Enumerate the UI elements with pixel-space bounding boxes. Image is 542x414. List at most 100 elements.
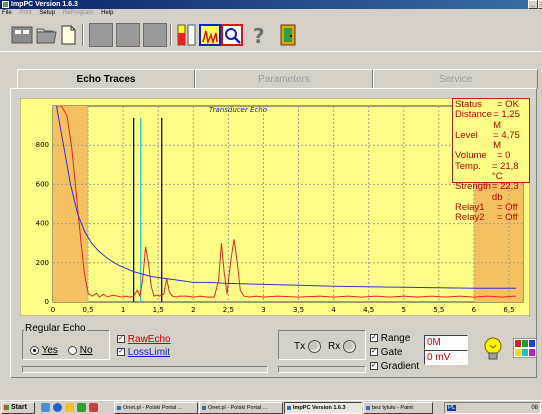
status-value: = Off (497, 201, 518, 213)
x-tick-label: 1,5 (153, 306, 164, 314)
gate-label: Gate (380, 347, 403, 358)
desktop-icon[interactable] (41, 403, 50, 412)
folder-icon[interactable] (65, 403, 74, 412)
menu-help[interactable]: Help (101, 10, 114, 16)
magnifier-icon[interactable] (220, 23, 244, 47)
ie-icon[interactable] (53, 403, 62, 412)
language-indicator[interactable]: PL (447, 405, 457, 411)
status-row: Distance = 1,25 M (455, 110, 527, 131)
window-title: ImpPC Version 1.6.3 (11, 1, 78, 8)
x-tick-label: 0 (51, 306, 55, 314)
menu-setup[interactable]: Setup (39, 10, 56, 16)
open-folder-icon[interactable] (34, 23, 58, 47)
tx-indicator: Tx (294, 340, 321, 353)
status-key: Level (455, 129, 478, 141)
gradient-check[interactable]: ✓ (370, 362, 378, 371)
raw-echo-check[interactable]: ✓ (117, 335, 125, 344)
task-paint[interactable]: bez tytułu - Paint (363, 402, 433, 414)
progress-bar (22, 366, 268, 373)
color-palette-icon[interactable] (512, 337, 538, 359)
exit-door-icon[interactable] (276, 23, 300, 47)
x-tick-label: 6 (472, 306, 477, 314)
y-tick-label: 0 (45, 298, 49, 306)
app-icon (2, 1, 9, 8)
tx-rx-group (278, 330, 366, 360)
gate-check[interactable]: ✓ (370, 348, 378, 357)
tab-panel (10, 88, 537, 378)
no-radio[interactable]: No (68, 345, 93, 356)
toolbar-disabled-button-1[interactable] (89, 23, 113, 47)
device-icon[interactable] (10, 23, 34, 47)
tab-parameters[interactable]: Parameters (195, 69, 373, 89)
menu-reprogram[interactable]: ReProgram (62, 10, 94, 16)
gradient-label: Gradient (380, 361, 420, 372)
echo-chart-icon[interactable] (198, 23, 222, 47)
rx-indicator: Rx (328, 340, 357, 353)
start-button[interactable]: Start (1, 402, 35, 414)
y-tick-label: 600 (36, 180, 49, 188)
status-row: Temp. = 21,8 °C (455, 160, 527, 183)
status-key: Strength (455, 181, 491, 193)
status-value: = OK (497, 99, 519, 110)
help-icon[interactable]: ? (248, 23, 272, 48)
echo-trace-chart: 0 0,5 1 1,5 2 2,5 3 3,5 4 4,5 5 5,5 6 6,5 0 200 400 600 80… (20, 98, 530, 316)
yes-radio-dot[interactable] (30, 345, 39, 355)
menu-bar: File Print Setup ReProgram Help (0, 9, 542, 18)
media-icon[interactable] (77, 403, 86, 412)
task-onet-1[interactable]: Onet.pl - Polski Portal ... (114, 402, 198, 414)
raw-echo-checkbox[interactable]: ✓ RawEcho (117, 334, 171, 345)
minimize-button[interactable]: _ (528, 0, 538, 9)
tx-label: Tx (294, 341, 306, 353)
level-bar-icon[interactable] (175, 23, 199, 47)
taskbar: Start Onet.pl - Polski Portal ... Onet.p… (0, 400, 542, 414)
status-value: = 21,8 °C (491, 160, 519, 183)
menu-print[interactable]: Print (19, 10, 32, 16)
toolbar-disabled-button-2[interactable] (116, 23, 140, 47)
range-checkbox[interactable]: ✓ Range (370, 333, 410, 344)
status-key: Relay1 (455, 201, 485, 213)
toolbar: ? (0, 20, 542, 52)
x-tick-label: 3 (261, 306, 265, 314)
status-row: Level = 4,75 M (455, 129, 527, 152)
raw-echo-label: RawEcho (127, 334, 171, 345)
range-check[interactable]: ✓ (370, 334, 378, 343)
rx-label: Rx (328, 341, 341, 353)
y-tick-label: 800 (36, 141, 49, 149)
x-tick-label: 6,5 (503, 306, 514, 314)
gate-checkbox[interactable]: ✓ Gate (370, 347, 402, 358)
no-radio-dot[interactable] (68, 345, 77, 355)
toolbar-disabled-button-3[interactable] (143, 23, 167, 47)
task-onet-2[interactable]: Onet.pl - Polski Portal ... (199, 402, 283, 414)
loss-limit-checkbox[interactable]: ✓ LossLimit (117, 347, 170, 358)
range-value-field[interactable]: 0M (424, 335, 468, 350)
app-shortcut-icon[interactable] (89, 403, 98, 412)
status-row: Relay2 = Off (455, 212, 527, 224)
x-tick-label: 2 (191, 306, 195, 314)
menu-file[interactable]: File (2, 10, 12, 16)
x-tick-label: 4 (331, 306, 336, 314)
deadzone (53, 106, 89, 302)
title-bar: ImpPC Version 1.6.3 _ × (0, 0, 542, 9)
lightbulb-icon[interactable] (482, 336, 504, 362)
svg-text:?: ? (253, 24, 265, 47)
status-value: = 22,3 db (491, 181, 519, 203)
x-tick-label: 1 (121, 306, 125, 314)
loss-limit-label: LossLimit (127, 347, 171, 358)
status-key: Temp. (455, 160, 481, 172)
gate-value-field[interactable]: 0 mV (424, 350, 468, 365)
status-key: Relay2 (455, 212, 485, 224)
rx-led (343, 340, 357, 353)
new-document-icon[interactable] (56, 23, 80, 47)
loss-limit-check[interactable]: ✓ (117, 348, 125, 357)
status-key: Status (455, 99, 482, 110)
progress-bar-2 (278, 366, 366, 373)
chart-title: Transducer Echo (209, 106, 267, 114)
gradient-checkbox[interactable]: ✓ Gradient (370, 361, 419, 372)
yes-radio[interactable]: Yes (30, 345, 58, 356)
status-key: Volume (455, 150, 487, 162)
close-button[interactable]: × (538, 0, 542, 9)
tab-service[interactable]: Service (373, 69, 538, 89)
task-imppc[interactable]: ImpPC Version 1.6.3 (284, 402, 362, 414)
tab-echo-traces[interactable]: Echo Traces (17, 69, 195, 89)
